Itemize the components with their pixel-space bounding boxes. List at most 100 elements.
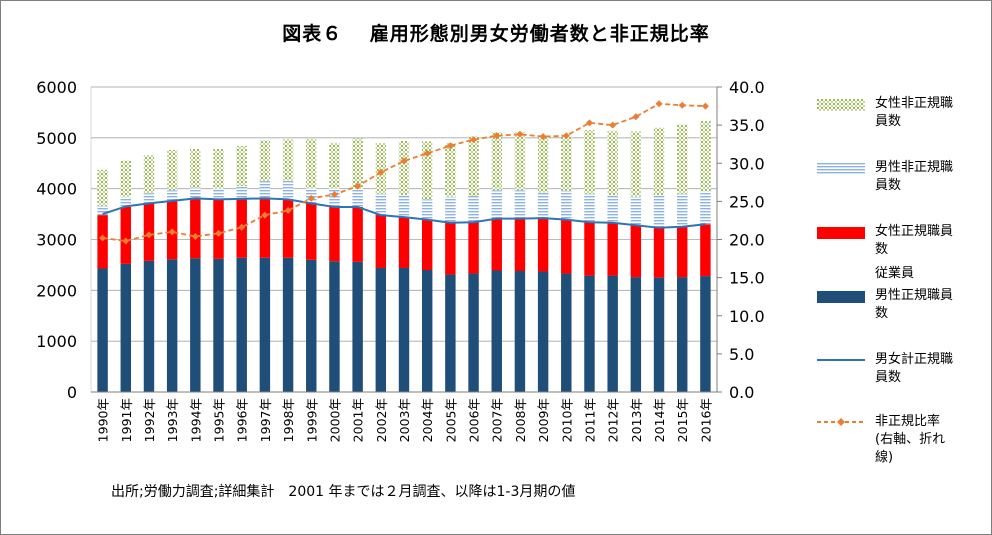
- bar-male-regular: [190, 258, 201, 392]
- bar-male-nonregular: [561, 190, 572, 220]
- bar-female-regular: [398, 217, 410, 268]
- x-tick-label: 2002年: [374, 398, 389, 442]
- bar-female-nonregular: [213, 149, 224, 190]
- legend-label-female-regular: 女性正規職員数: [875, 224, 954, 257]
- point-nonregular-ratio: [261, 211, 269, 219]
- x-tick-label: 2009年: [536, 398, 551, 442]
- point-nonregular-ratio: [655, 100, 663, 108]
- x-tick-label: 2003年: [397, 398, 412, 442]
- bar-male-regular: [143, 260, 155, 392]
- x-tick-label: 1994年: [188, 398, 203, 442]
- bar-male-regular: [630, 277, 642, 392]
- bar-female-regular: [700, 224, 711, 277]
- bar-female-nonregular: [120, 160, 131, 198]
- bar-female-regular: [537, 218, 549, 272]
- bar-male-regular: [584, 275, 595, 392]
- bar-female-nonregular: [630, 131, 642, 197]
- bar-female-nonregular: [329, 142, 340, 189]
- bar-female-regular: [352, 206, 363, 262]
- bar-female-regular: [282, 199, 294, 258]
- bar-female-nonregular: [445, 142, 456, 197]
- point-nonregular-ratio: [330, 191, 338, 199]
- bar-female-nonregular: [236, 145, 247, 187]
- y-tick-label: 2000: [36, 281, 77, 300]
- bar-female-nonregular: [584, 130, 595, 194]
- bar-male-nonregular: [630, 196, 642, 226]
- y-tick-label: 0: [67, 383, 77, 402]
- bar-female-nonregular: [561, 134, 572, 191]
- legend-swatch-female-regular: [817, 227, 865, 239]
- bar-male-regular: [97, 268, 108, 392]
- bar-male-regular: [166, 259, 178, 392]
- point-nonregular-ratio: [122, 237, 130, 245]
- bar-female-nonregular: [677, 124, 688, 194]
- bar-female-regular: [514, 218, 526, 272]
- bar-male-nonregular: [143, 193, 155, 204]
- line-total-regular: [102, 197, 706, 229]
- legend-swatch-total-regular: [817, 359, 865, 361]
- bar-female-nonregular: [700, 121, 711, 192]
- bar-female-nonregular: [166, 150, 178, 191]
- x-tick-label: 2007年: [490, 398, 505, 442]
- x-tick-label: 2006年: [467, 398, 482, 442]
- bar-female-regular: [259, 198, 271, 258]
- x-tick-label: 2011年: [582, 398, 597, 442]
- x-tick-label: 2012年: [606, 398, 621, 442]
- y2-tick-label: 15.0: [729, 269, 765, 288]
- bar-male-regular: [306, 259, 317, 392]
- y-tick-label: 5000: [36, 129, 77, 148]
- chart-legend: 女性非正規職 員数 男性非正規職 員数 女性正規職員数 従業員 男性正規職員数 男女…: [813, 1, 991, 534]
- bar-female-nonregular: [491, 132, 502, 191]
- y-tick-label: 1000: [36, 332, 77, 351]
- legend-label-nonregular-ratio: 非正規比率 (右軸、折れ 線): [875, 414, 946, 465]
- bar-female-nonregular: [398, 140, 410, 196]
- bar-male-nonregular: [677, 193, 688, 227]
- point-nonregular-ratio: [284, 207, 292, 215]
- x-tick-label: 1993年: [165, 398, 180, 442]
- bar-female-regular: [653, 227, 665, 278]
- bar-female-regular: [491, 218, 502, 271]
- source-note: 出所;労働力調査;詳細集計 2001 年までは２月調査、以降は1-3月期の値: [111, 484, 576, 500]
- bar-male-nonregular: [607, 195, 618, 223]
- point-nonregular-ratio: [423, 149, 431, 157]
- point-nonregular-ratio: [99, 234, 107, 242]
- x-tick-label: 1998年: [281, 398, 296, 442]
- bar-male-regular: [398, 267, 410, 392]
- bar-male-regular: [329, 261, 340, 392]
- point-nonregular-ratio: [562, 132, 570, 140]
- bar-male-nonregular: [491, 190, 502, 219]
- legend-label-female-nonregular: 女性非正規職 員数: [875, 96, 954, 129]
- bar-male-regular: [352, 261, 363, 392]
- bar-female-nonregular: [421, 141, 433, 200]
- point-nonregular-ratio: [191, 232, 199, 240]
- bar-female-regular: [445, 222, 456, 275]
- bar-female-nonregular: [607, 130, 618, 196]
- x-tick-label: 1992年: [142, 398, 157, 442]
- bar-male-regular: [445, 274, 456, 392]
- bar-female-nonregular: [653, 127, 665, 196]
- bar-male-regular: [677, 277, 688, 392]
- bar-male-regular: [537, 271, 549, 392]
- bar-male-regular: [514, 271, 526, 392]
- bar-female-regular: [190, 198, 201, 259]
- bar-male-regular: [259, 257, 271, 392]
- x-tick-label: 2010年: [559, 398, 574, 442]
- bar-male-nonregular: [97, 205, 108, 216]
- bar-female-nonregular: [97, 169, 108, 206]
- bar-female-regular: [468, 222, 479, 274]
- bar-male-regular: [561, 273, 572, 392]
- legend-label-male-nonregular: 男性非正規職 員数: [875, 160, 954, 193]
- bar-male-regular: [468, 273, 479, 392]
- legend-label-male-regular: 男性正規職員数: [875, 288, 954, 321]
- point-nonregular-ratio: [609, 121, 617, 129]
- bar-female-regular: [561, 219, 572, 274]
- point-nonregular-ratio: [470, 136, 478, 144]
- bar-male-regular: [491, 270, 502, 392]
- x-tick-label: 2016年: [698, 398, 713, 442]
- x-tick-label: 2015年: [675, 398, 690, 442]
- bar-male-nonregular: [375, 193, 387, 215]
- bar-male-nonregular: [190, 187, 201, 199]
- legend-swatch-nonregular-ratio: [817, 418, 865, 426]
- y2-tick-label: 30.0: [729, 154, 765, 173]
